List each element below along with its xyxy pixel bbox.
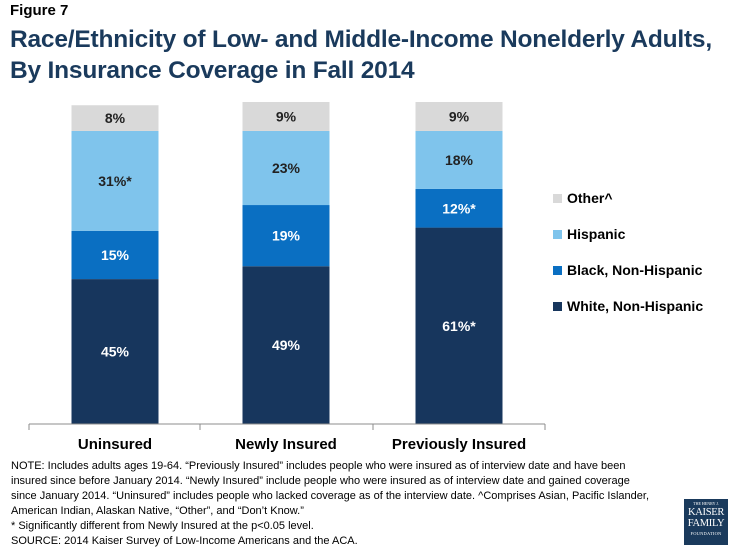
source-note: SOURCE: 2014 Kaiser Survey of Low-Income…	[11, 535, 358, 547]
bar-segment-other-uninsured	[71, 105, 159, 131]
bar-segment-hispanic-uninsured	[71, 130, 159, 231]
x-tick-label: Previously Insured	[392, 436, 526, 453]
data-label: 49%	[272, 337, 301, 353]
data-label: 15%	[101, 247, 130, 263]
note-line: since January 2014. “Uninsured” includes…	[11, 490, 650, 502]
legend-swatch-black-non-hispanic	[553, 266, 562, 275]
x-tick-label: Uninsured	[78, 436, 152, 453]
bar-segment-hispanic-newly-insured	[242, 130, 330, 206]
data-label: 12%*	[442, 200, 476, 216]
figure-label: Figure 7	[10, 2, 69, 19]
logo-top-text: THE HENRY J.	[693, 501, 719, 506]
logo-foundation: FOUNDATION	[690, 531, 722, 536]
legend-label-other: Other^	[567, 190, 613, 206]
note-line: American Indian, Alaskan Native, “Other”…	[11, 505, 304, 517]
logo-kaiser: KAISER	[687, 507, 725, 518]
significance-note: * Significantly different from Newly Ins…	[11, 520, 314, 532]
legend-swatch-other	[553, 194, 562, 203]
data-label: 18%	[445, 152, 474, 168]
bar-segment-white-non-hispanic-newly-insured	[242, 266, 330, 424]
chart-title-line-1: Race/Ethnicity of Low- and Middle-Income…	[10, 26, 712, 53]
data-label: 8%	[105, 110, 126, 126]
chart-notes: NOTE: Includes adults ages 19-64. “Previ…	[11, 459, 676, 549]
bar-segment-white-non-hispanic-previously-insured	[415, 227, 503, 424]
legend-label-hispanic: Hispanic	[567, 226, 626, 242]
logo-family: FAMILY	[687, 518, 725, 529]
data-label: 19%	[272, 228, 301, 244]
note-line: NOTE: Includes adults ages 19-64. “Previ…	[11, 460, 626, 472]
data-label: 9%	[449, 108, 470, 124]
legend-label-white-non-hispanic: White, Non-Hispanic	[567, 298, 703, 314]
data-label: 9%	[276, 108, 297, 124]
data-label: 31%*	[98, 173, 132, 189]
data-label: 61%*	[442, 318, 476, 334]
bar-segment-black-non-hispanic-previously-insured	[415, 188, 503, 228]
bar-segment-other-previously-insured	[415, 102, 503, 131]
bar-segment-hispanic-previously-insured	[415, 130, 503, 189]
legend-swatch-white-non-hispanic	[553, 302, 562, 311]
bar-segment-other-newly-insured	[242, 102, 330, 131]
legend-swatch-hispanic	[553, 230, 562, 239]
x-tick-label: Newly Insured	[235, 436, 337, 453]
chart-title-line-2: By Insurance Coverage in Fall 2014	[10, 57, 415, 84]
data-label: 23%	[272, 160, 301, 176]
kff-logo: THE HENRY J. KAISER FAMILY FOUNDATION	[684, 499, 728, 545]
bar-segment-black-non-hispanic-uninsured	[71, 230, 159, 280]
legend-label-black-non-hispanic: Black, Non-Hispanic	[567, 262, 703, 278]
bar-segment-white-non-hispanic-uninsured	[71, 279, 159, 424]
data-label: 45%	[101, 344, 130, 360]
chart-title: Race/Ethnicity of Low- and Middle-Income…	[10, 24, 725, 86]
note-line: insured since before January 2014. “Newl…	[11, 475, 630, 487]
bar-segment-black-non-hispanic-newly-insured	[242, 205, 330, 267]
